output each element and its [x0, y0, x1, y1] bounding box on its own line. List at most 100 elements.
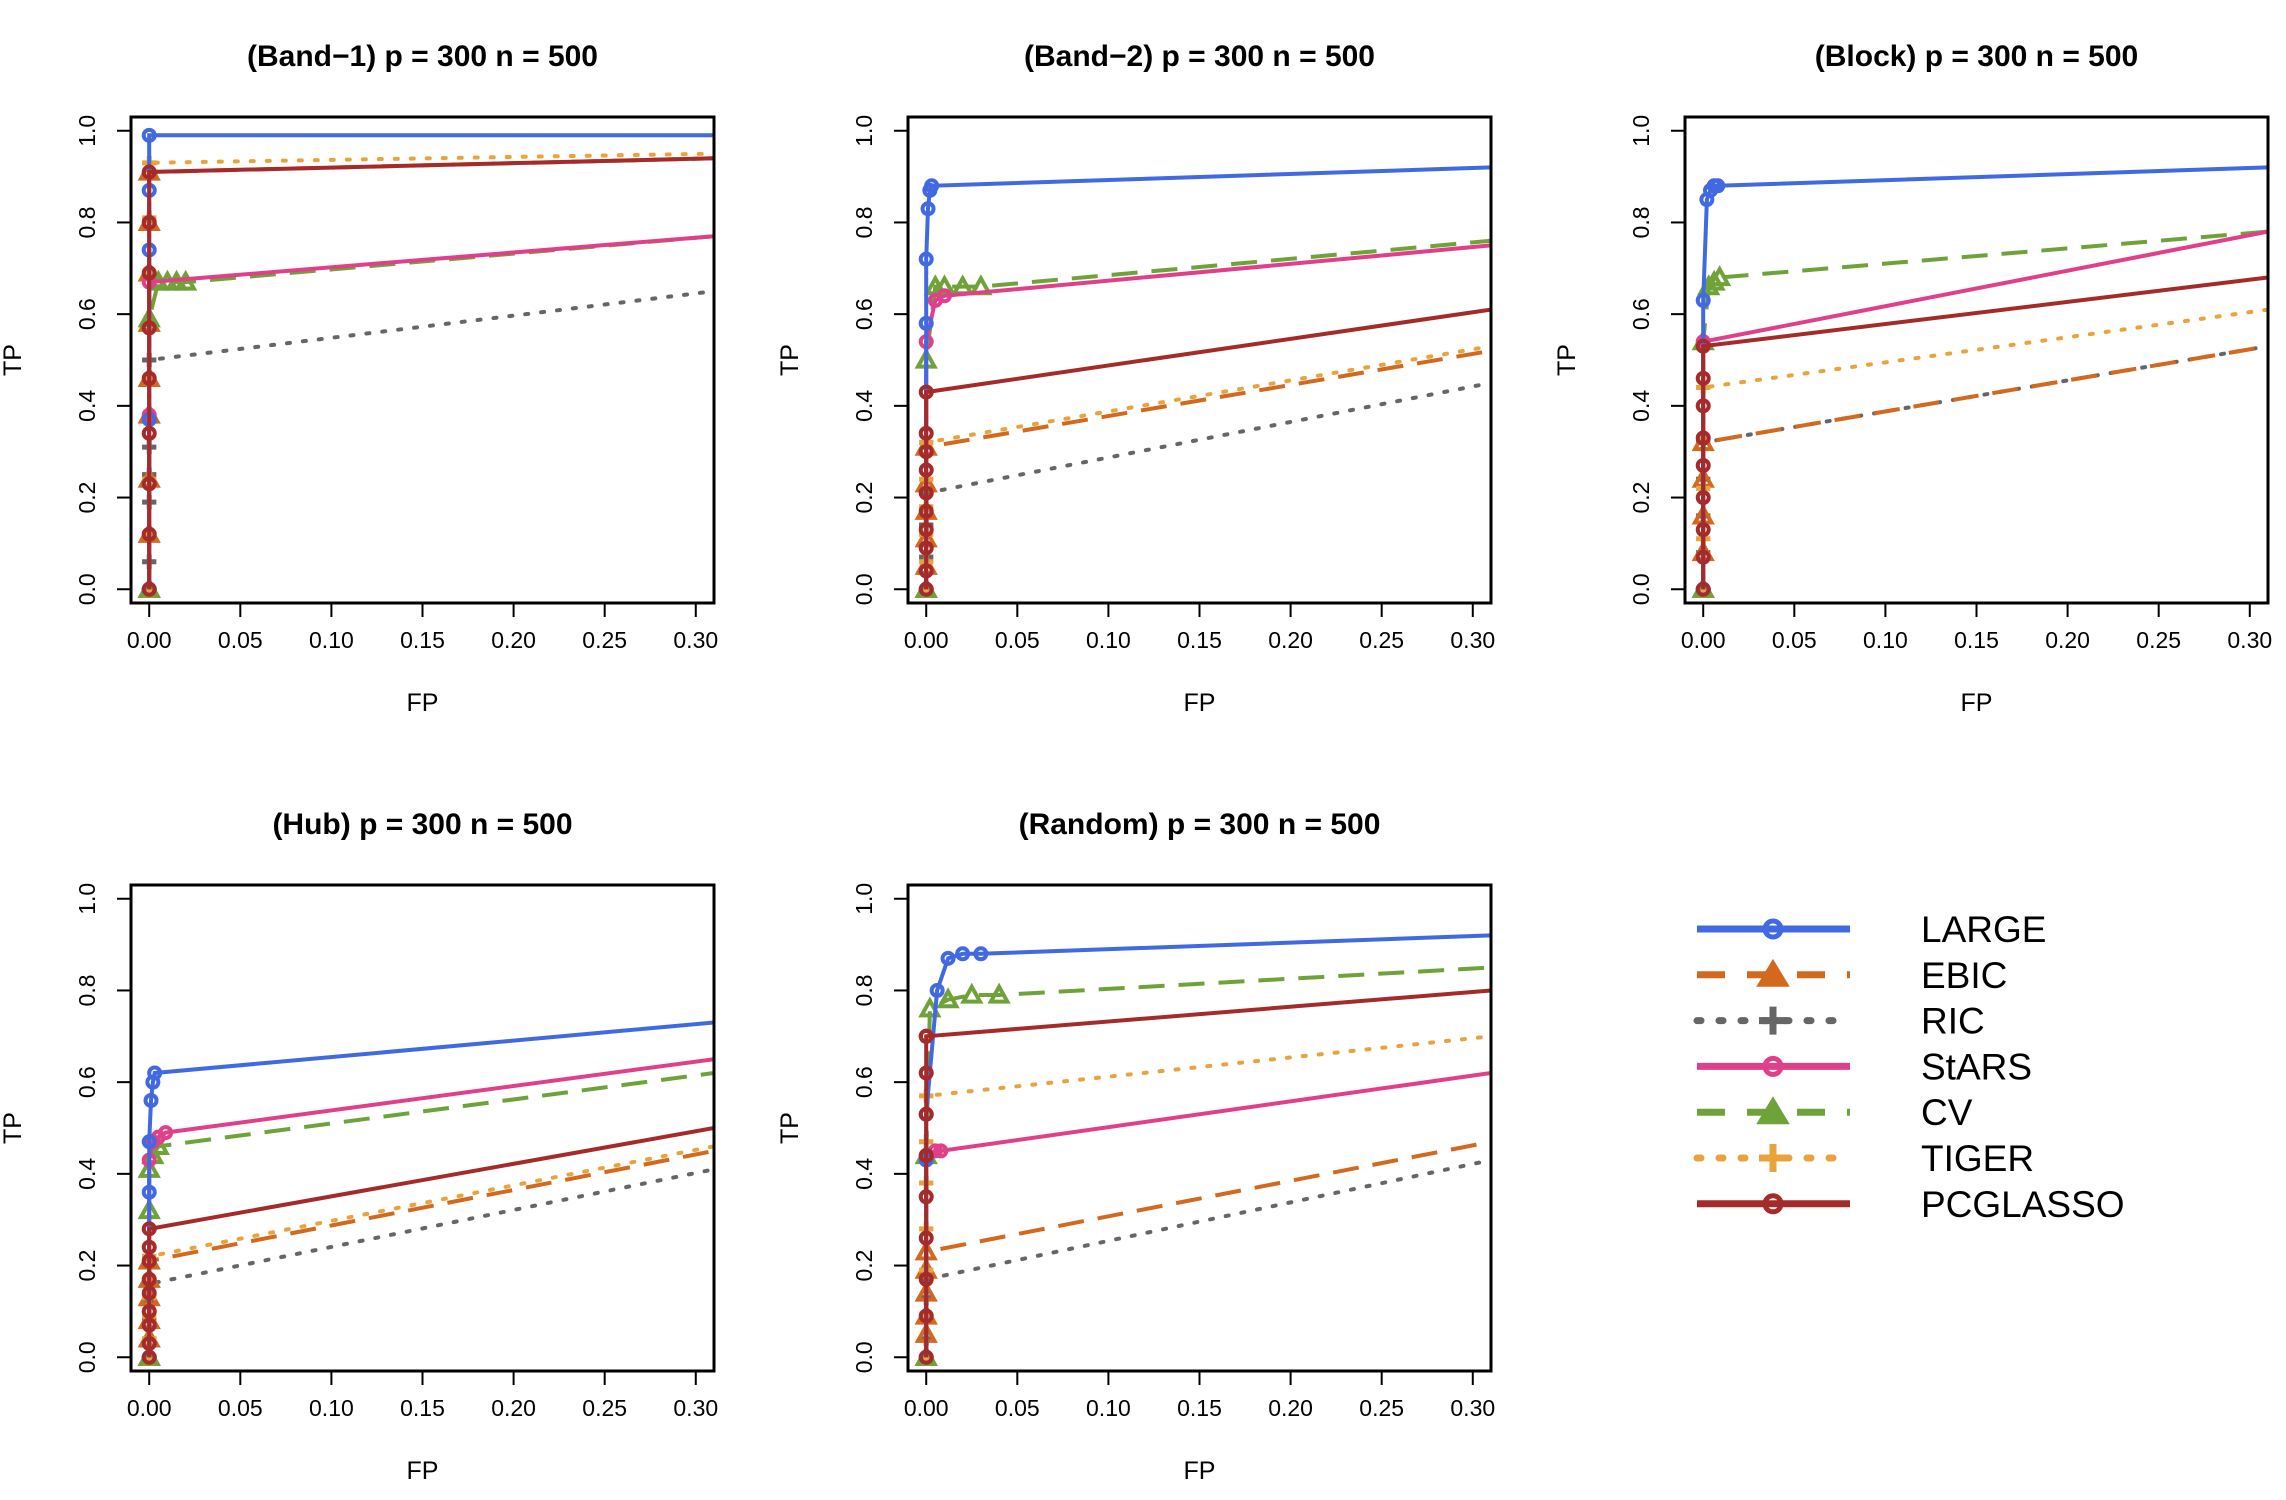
legend-entry-pcglasso: PCGLASSO: [1697, 1184, 2125, 1225]
point-large: [143, 1092, 159, 1108]
panel-title: (Band−2) p = 300 n = 500: [1024, 40, 1375, 73]
panel-5: (Random) p = 300 n = 500 0.00 0.05 0.10 0.15…: [776, 808, 1495, 1485]
legend-marker: [1762, 1055, 1784, 1077]
point-pcglasso: [141, 1303, 157, 1319]
x-tick-label: 0.20: [1268, 627, 1313, 653]
series-line-tiger: [1701, 307, 2268, 592]
legend-label: LARGE: [1921, 909, 2046, 950]
point-large: [920, 201, 936, 217]
x-tick-label: 0.00: [904, 1395, 949, 1421]
series-line-cv: [924, 965, 1491, 1358]
y-tick-label: 0.6: [74, 298, 100, 330]
point-large: [918, 251, 934, 267]
point-large: [141, 127, 157, 143]
x-tick-label: 0.20: [1268, 1395, 1313, 1421]
y-tick-label: 0.4: [851, 1158, 877, 1190]
point-pcglasso: [918, 1065, 934, 1081]
series-line-ric: [147, 1167, 714, 1360]
series-line-ric: [924, 1158, 1491, 1360]
x-tick-label: 0.30: [673, 627, 718, 653]
x-tick-label: 0.15: [1177, 1395, 1222, 1421]
y-tick-label: 0.0: [851, 1341, 877, 1373]
x-axis-label: FP: [1961, 689, 1993, 717]
legend-marker: [1759, 1144, 1787, 1172]
series-cv: [914, 238, 1491, 598]
series-ric: [919, 380, 1491, 597]
y-axis-label: TP: [776, 344, 804, 376]
point-pcglasso: [141, 1349, 157, 1365]
x-tick-label: 0.20: [491, 1395, 536, 1421]
series-pcglasso: [141, 156, 714, 597]
legend-label: PCGLASSO: [1921, 1184, 2125, 1225]
series-line-pcglasso: [924, 988, 1491, 1358]
legend-label: EBIC: [1921, 955, 2007, 996]
point-large: [141, 1134, 157, 1150]
point-pcglasso: [918, 1230, 934, 1246]
x-tick-label: 0.05: [218, 627, 263, 653]
point-pcglasso: [918, 540, 934, 556]
point-pcglasso: [918, 485, 934, 501]
point-pcglasso: [918, 503, 934, 519]
y-tick-label: 0.6: [851, 1066, 877, 1098]
legend-marker: [1756, 1096, 1790, 1125]
point-pcglasso: [1695, 549, 1711, 565]
series-line-tiger: [924, 344, 1491, 592]
series-tiger: [919, 344, 1491, 597]
y-tick-label: 1.0: [1628, 115, 1654, 147]
point-pcglasso: [141, 476, 157, 492]
x-tick-label: 0.05: [218, 1395, 263, 1421]
x-tick-label: 0.10: [309, 627, 354, 653]
series-line-ric: [1701, 344, 2268, 592]
series-ebic: [914, 348, 1491, 598]
y-tick-label: 1.0: [74, 883, 100, 915]
legend-label: TIGER: [1921, 1138, 2034, 1179]
series-stars: [918, 1071, 1491, 1365]
plot-frame: [1683, 115, 2270, 605]
legend-marker: [1762, 918, 1784, 940]
legend-marker: [1756, 958, 1790, 987]
y-tick-label: 0.8: [1628, 206, 1654, 238]
point-cv: [1702, 269, 1726, 291]
point-large: [147, 1065, 163, 1081]
y-tick-label: 0.6: [851, 298, 877, 330]
y-axis-label: TP: [776, 1112, 804, 1144]
series-line-ebic: [147, 156, 714, 590]
panel-title: (Band−1) p = 300 n = 500: [247, 40, 598, 73]
point-pcglasso: [918, 1028, 934, 1044]
y-tick-label: 0.8: [851, 974, 877, 1006]
series-pcglasso: [918, 307, 1491, 597]
panel-2: (Band−2) p = 300 n = 500 0.00 0.05 0.10 0.15…: [776, 40, 1495, 717]
y-tick-label: 0.8: [74, 206, 100, 238]
point-pcglasso: [1695, 490, 1711, 506]
series-line-stars: [147, 1057, 714, 1358]
point-pcglasso: [141, 526, 157, 542]
y-tick-label: 1.0: [851, 883, 877, 915]
series-pcglasso: [918, 988, 1491, 1365]
x-tick-label: 0.10: [309, 1395, 354, 1421]
series-line-stars: [147, 234, 714, 590]
point-pcglasso: [141, 370, 157, 386]
point-pcglasso: [1695, 522, 1711, 538]
point-pcglasso: [918, 581, 934, 597]
point-large: [1710, 178, 1726, 194]
plot-frame: [906, 883, 1493, 1373]
series-line-large: [147, 133, 714, 590]
y-tick-label: 0.2: [851, 482, 877, 514]
legend-entry-large: LARGE: [1697, 909, 2046, 950]
series-cv: [914, 965, 1491, 1366]
point-pcglasso: [1695, 457, 1711, 473]
legend-entry-ric: RIC: [1693, 1001, 1985, 1042]
point-pcglasso: [918, 1349, 934, 1365]
legend-entry-tiger: TIGER: [1693, 1138, 2034, 1179]
point-pcglasso: [1695, 398, 1711, 414]
series-ric: [919, 1158, 1491, 1365]
series-line-ebic: [147, 1148, 714, 1358]
series-line-ebic: [924, 348, 1491, 590]
point-stars: [158, 1125, 174, 1141]
x-axis-label: FP: [1184, 689, 1216, 717]
x-tick-label: 0.05: [1772, 627, 1817, 653]
point-pcglasso: [141, 1221, 157, 1237]
series-line-stars: [1701, 229, 2268, 590]
y-tick-label: 0.8: [74, 974, 100, 1006]
